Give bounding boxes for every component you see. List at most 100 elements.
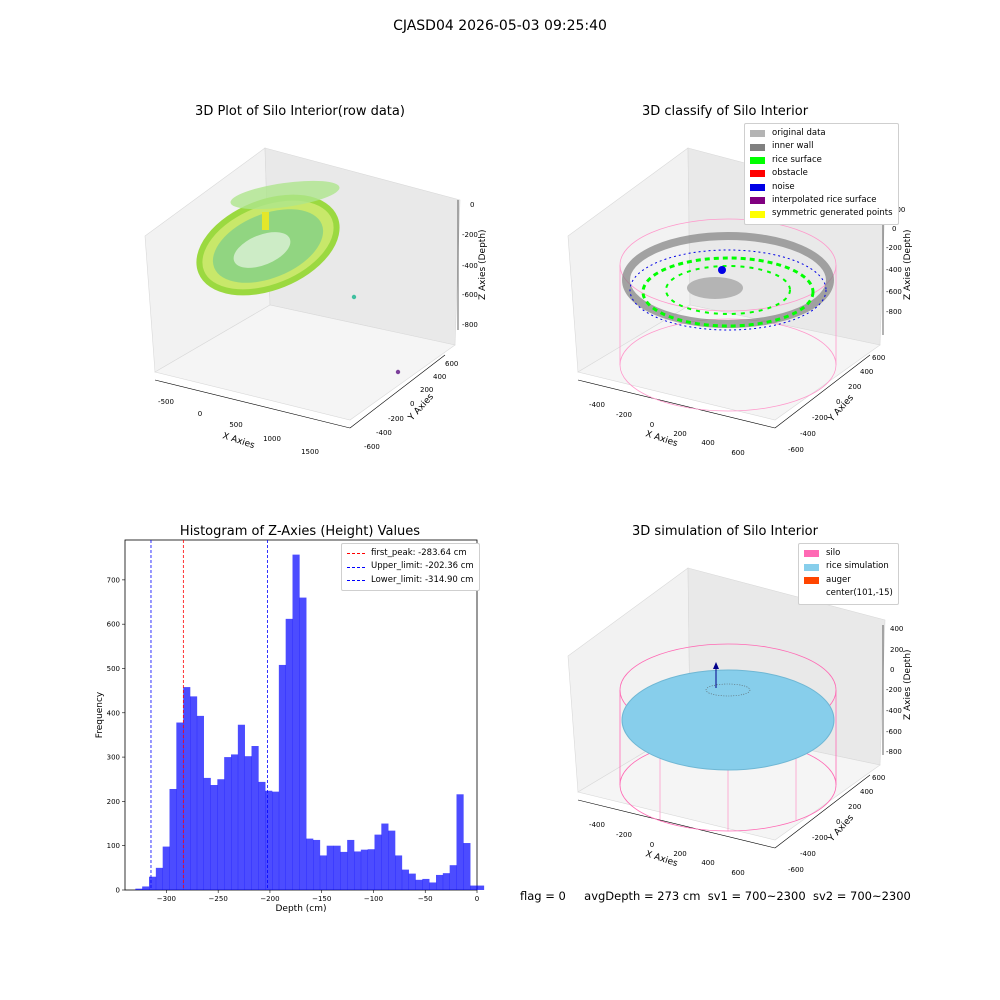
legend-item: obstacle	[750, 167, 893, 180]
plot4-y-tick: 600	[872, 774, 885, 782]
plot4-y-tick: -400	[800, 850, 816, 858]
plot4-y-tick: -600	[788, 866, 804, 874]
histogram-x-label: Depth (cm)	[275, 904, 326, 914]
legend-line	[347, 580, 365, 582]
histogram-bar	[463, 843, 471, 890]
histogram-bar	[429, 882, 437, 890]
plot4-x-tick: 200	[673, 850, 686, 858]
plot4-x-tick: 400	[701, 859, 714, 867]
legend-swatch	[750, 143, 765, 151]
histogram-bar	[354, 851, 362, 890]
histogram-reference-lines	[150, 540, 268, 890]
histogram-y-tick-label: 400	[107, 709, 120, 717]
plot4-legend: silo rice simulation auger center(101,-1…	[798, 543, 899, 605]
plot1-x-tick: 1000	[263, 435, 281, 443]
histogram-bar	[401, 869, 409, 890]
plot1-y-tick: -400	[376, 429, 392, 437]
histogram-bar	[292, 554, 300, 890]
histogram-bar	[306, 838, 314, 890]
plot2-z-tick: 0	[892, 225, 896, 233]
plot4-x-tick: 600	[731, 869, 744, 877]
plot4-z-tick: -800	[886, 748, 902, 756]
histogram-bar	[142, 886, 150, 890]
legend-swatch	[750, 197, 765, 205]
histogram-y-tick-label: 300	[107, 754, 120, 762]
plot2-z-tick: -200	[886, 244, 902, 252]
plot1-tick-labels: -500 0 500 1000 1500 600 400 200 0 -200 …	[158, 201, 478, 456]
histogram-bar	[395, 855, 403, 890]
histogram-bar	[258, 781, 266, 890]
legend-item: center(101,-15)	[804, 587, 893, 600]
histogram-bar	[237, 724, 245, 890]
histogram-bar	[422, 878, 430, 890]
legend-swatch	[804, 590, 819, 597]
plot1-x-label: X Axies	[221, 431, 256, 451]
plot4-x-tick: -200	[616, 831, 632, 839]
histogram-bar	[231, 754, 239, 890]
histogram-bar	[169, 788, 177, 890]
histogram-bar	[155, 867, 163, 890]
legend-line	[347, 566, 365, 568]
plot1-y-tick: 200	[420, 386, 433, 394]
plot2-z-tick: 200	[892, 206, 905, 214]
histogram-bar	[388, 830, 396, 890]
histogram-bar	[470, 885, 478, 890]
histogram-bar	[347, 839, 355, 890]
histogram-y-tick-label: 200	[107, 798, 120, 806]
plot2-z-tick: -400	[886, 266, 902, 274]
histogram-x-tick-label: −300	[157, 895, 176, 903]
histogram-bar	[251, 746, 259, 890]
plot2-x-tick: -200	[616, 411, 632, 419]
status-sv2: sv2 = 700~2300	[812, 889, 911, 903]
histogram-bar	[278, 664, 286, 890]
legend-item: Lower_limit: -314.90 cm	[347, 574, 474, 587]
histogram-bar	[224, 757, 232, 890]
plot1-z-tick: -200	[462, 231, 478, 239]
plot1-x-tick: 500	[229, 421, 242, 429]
plot4-z-tick: 400	[890, 625, 903, 633]
plot2-y-label: Y Axies	[826, 393, 856, 425]
plot2-tick-labels: -400 -200 0 200 400 600 600 400 200 0 -2…	[589, 206, 905, 457]
plot2-x-tick: 0	[650, 421, 654, 429]
plot2-z-tick: -600	[886, 288, 902, 296]
plot1-z-tick: -400	[462, 262, 478, 270]
legend-swatch	[750, 183, 765, 191]
histogram-bar	[367, 849, 375, 890]
histogram-bar	[456, 794, 464, 890]
histogram-title: Histogram of Z-Axies (Height) Values	[179, 524, 421, 539]
plot4-title: 3D simulation of Silo Interior	[632, 524, 818, 539]
histogram-y-ticks: 0 100 200 300 400 500 600 700	[107, 576, 125, 895]
legend-item: auger	[804, 574, 893, 587]
legend-item: rice simulation	[804, 560, 893, 573]
status-flag: flag = 0	[520, 889, 566, 903]
plot2-y-tick: -200	[812, 414, 828, 422]
plot2-x-tick: 400	[701, 439, 714, 447]
plot2-y-tick: -400	[800, 430, 816, 438]
histogram-y-label: Frequency	[95, 691, 105, 738]
histogram-x-tick-label: −150	[312, 895, 331, 903]
legend-swatch	[750, 130, 765, 138]
legend-item: symmetric generated points	[750, 207, 893, 220]
legend-item: original data	[750, 127, 893, 140]
figure-title: CJASD04 2026-05-03 09:25:40	[393, 18, 607, 34]
histogram-bar	[196, 715, 204, 890]
plot4-simulation	[619, 643, 837, 832]
plot2-z-tick: -800	[886, 308, 902, 316]
histogram-y-tick-label: 500	[107, 665, 120, 673]
legend-item: Upper_limit: -202.36 cm	[347, 560, 474, 573]
histogram-x-tick-label: −100	[364, 895, 383, 903]
histogram-bar	[190, 696, 198, 890]
histogram-bar	[449, 865, 457, 890]
plot1-outlier-point	[351, 294, 357, 300]
plot2-x-tick: 600	[731, 449, 744, 457]
histogram-y-tick-label: 100	[107, 842, 120, 850]
legend-swatch	[804, 563, 819, 571]
legend-swatch	[750, 170, 765, 178]
histogram-bar	[381, 823, 389, 890]
plot2-classified-cloud	[619, 218, 837, 412]
plot4-y-tick: -200	[812, 834, 828, 842]
plot2-title: 3D classify of Silo Interior	[641, 104, 809, 119]
plot2-y-tick: -600	[788, 446, 804, 454]
plot4-z-tick: -200	[886, 686, 902, 694]
histogram-bar	[217, 779, 225, 890]
